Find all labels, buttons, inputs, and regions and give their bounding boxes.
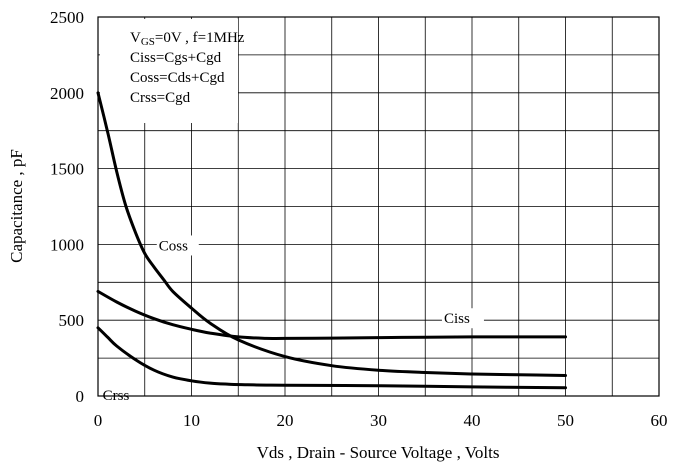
x-axis-label: Vds , Drain - Source Voltage , Volts: [257, 443, 500, 462]
conditions-line-vgs: VGS=0V , f=1MHz: [130, 30, 245, 48]
coss-label: Coss: [159, 238, 188, 254]
y-axis-label: Capacitance , pF: [7, 149, 26, 263]
conditions-line-coss: Coss=Cds+Cgd: [130, 70, 225, 86]
coss-label-background: [156, 235, 199, 256]
conditions-box-background: [100, 19, 238, 123]
grid: [98, 17, 659, 396]
y-tick-label: 2000: [50, 84, 84, 103]
plot-frame: [97, 16, 660, 397]
conditions-box: VGS=0V , f=1MHz Ciss=Cgs+Cgd Coss=Cds+Cg…: [100, 19, 245, 123]
ciss-label-background: [441, 308, 484, 329]
conditions-vgs-prefix: V: [130, 30, 141, 46]
crss-label-background: [100, 384, 143, 405]
tick-labels: 0 10 20 30 40 50 60 0 500 1000 1500 2000 2500: [50, 8, 668, 430]
ciss-curve: [96, 289, 567, 340]
y-tick-label: 0: [76, 387, 85, 406]
x-tick-label: 20: [277, 411, 294, 430]
conditions-line-crss: Crss=Cgd: [130, 90, 191, 106]
x-tick-label: 50: [557, 411, 574, 430]
ciss-label: Ciss: [444, 311, 470, 327]
y-tick-label: 500: [59, 311, 85, 330]
conditions-vgs-subscript: GS: [141, 36, 155, 48]
x-tick-label: 30: [370, 411, 387, 430]
x-tick-label: 0: [94, 411, 103, 430]
coss-curve: [96, 91, 567, 377]
y-tick-label: 2500: [50, 8, 84, 27]
x-tick-label: 40: [464, 411, 481, 430]
crss-curve: [96, 326, 567, 390]
y-tick-label: 1000: [50, 235, 84, 254]
y-tick-label: 1500: [50, 160, 84, 179]
conditions-line-ciss: Ciss=Cgs+Cgd: [130, 50, 222, 66]
series-layer: [96, 91, 567, 390]
x-tick-label: 10: [183, 411, 200, 430]
x-tick-label: 60: [651, 411, 668, 430]
conditions-vgs-suffix: =0V , f=1MHz: [155, 30, 245, 46]
